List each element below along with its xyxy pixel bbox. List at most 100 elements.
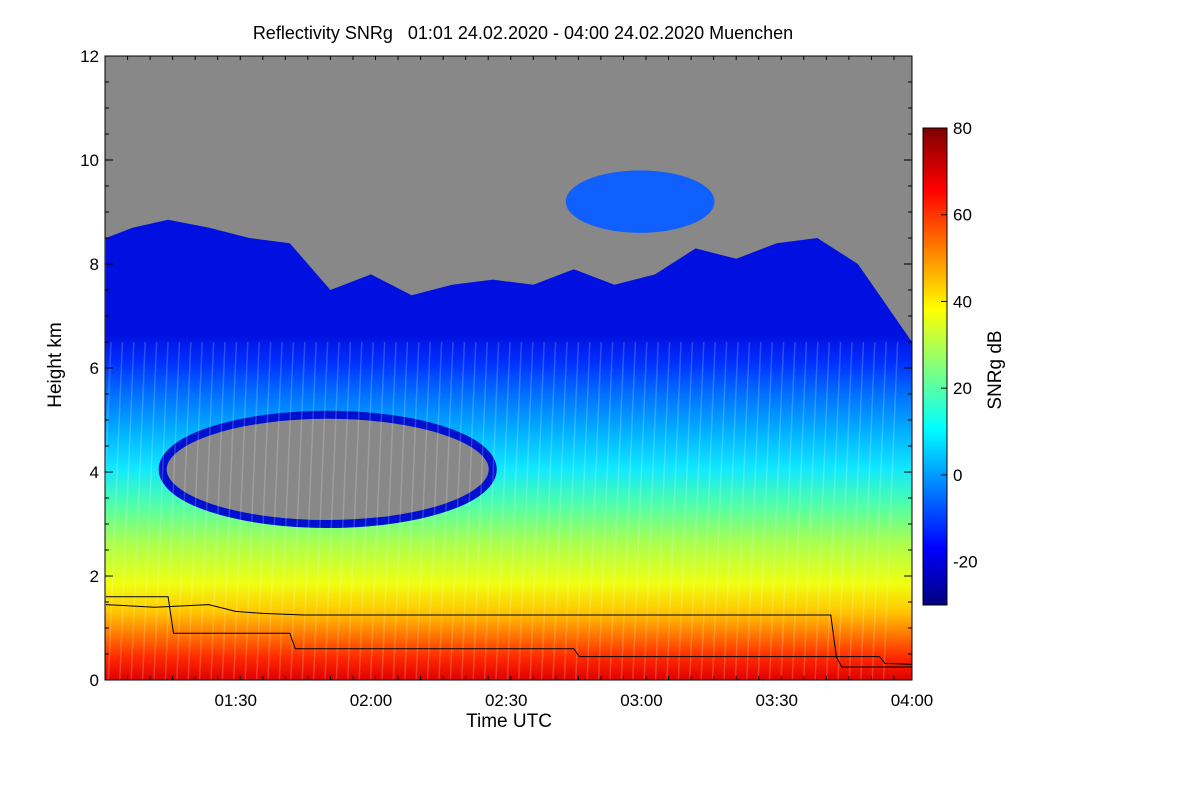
fall-streak [632, 341, 648, 680]
fall-streak [141, 341, 158, 680]
fall-streak [825, 341, 842, 680]
fall-streak [176, 341, 192, 680]
fall-streak [563, 341, 580, 680]
fall-streak [814, 341, 830, 680]
colorbar-tick-label: 60 [953, 206, 972, 225]
colorbar: -20 0 20 40 60 80 SNRg dB [922, 119, 1006, 606]
colorbar-tick-label: 40 [953, 292, 972, 311]
fall-streak [837, 341, 853, 680]
y-axis-ticks: 0 2 4 6 8 10 12 [80, 47, 912, 690]
fall-streak [700, 341, 716, 680]
y-tick-label: 2 [90, 567, 99, 586]
fall-streak [643, 341, 659, 680]
y-axis-label: Height km [45, 322, 66, 408]
fall-streak [757, 341, 773, 680]
colorbar-label: SNRg dB [985, 330, 1006, 409]
fall-streak [381, 341, 397, 680]
fall-streak [689, 341, 705, 680]
colorbar-scale [922, 127, 948, 606]
fall-streak [404, 341, 420, 680]
y-tick-label: 4 [90, 463, 99, 482]
fall-streak [723, 341, 739, 680]
plot-area [105, 56, 912, 680]
fall-streak [848, 341, 865, 680]
chart-title: Reflectivity SNRg 01:01 24.02.2020 - 04:… [253, 23, 793, 43]
fall-streak [301, 341, 317, 680]
fall-streak [107, 341, 124, 680]
fall-streak [244, 341, 260, 680]
x-tick-label: 02:30 [485, 691, 528, 710]
fall-streak [335, 341, 352, 680]
fall-streak [187, 341, 203, 680]
fall-streak [461, 341, 477, 680]
fall-streak [164, 341, 181, 680]
x-axis-ticks: 01:30 02:00 02:30 03:00 03:30 04:00 [104, 56, 934, 710]
fall-streak [255, 341, 272, 680]
fall-streak [506, 341, 523, 680]
overlay-lines [105, 596, 912, 668]
fall-streak [746, 341, 762, 680]
fall-streak [518, 341, 534, 680]
cloud-reflectivity-area [105, 219, 912, 680]
fall-streak [483, 341, 500, 680]
fall-streak [791, 341, 808, 680]
fall-streak [105, 341, 112, 505]
fall-streak [529, 341, 545, 680]
fall-streak [620, 341, 637, 680]
x-tick-label: 03:30 [755, 691, 798, 710]
fall-streak [449, 341, 466, 680]
fall-streak [153, 341, 169, 680]
fall-streak [540, 341, 557, 680]
fall-streak [609, 341, 625, 680]
y-tick-label: 10 [80, 151, 99, 170]
y-tick-label: 6 [90, 359, 99, 378]
x-tick-label: 03:00 [620, 691, 663, 710]
fall-streak [882, 341, 899, 680]
fall-streak [392, 341, 409, 680]
fall-streak [586, 341, 602, 680]
fall-streak [677, 341, 694, 680]
fall-streak [768, 341, 785, 680]
fall-streak [666, 341, 682, 680]
fall-streak [860, 341, 876, 680]
detached-upper-cloud-layer [565, 170, 715, 233]
fall-streak [871, 341, 887, 680]
fall-streak [198, 341, 215, 680]
fall-streak [654, 341, 671, 680]
x-tick-label: 01:30 [214, 691, 257, 710]
colorbar-ticks: -20 0 20 40 60 80 [941, 119, 978, 572]
y-tick-label: 8 [90, 255, 99, 274]
colorbar-tick-label: 80 [953, 119, 972, 138]
fall-streak-texture [105, 341, 899, 680]
fall-streak [358, 341, 374, 680]
fall-streak [312, 341, 329, 680]
reflectivity-gap-region [158, 410, 497, 528]
fall-streak [552, 341, 568, 680]
fall-streak [290, 341, 306, 680]
fall-streak [324, 341, 340, 680]
fall-streak [780, 341, 796, 680]
fall-streak [130, 341, 146, 680]
fall-streak [472, 341, 488, 680]
fall-streak [711, 341, 728, 680]
y-tick-label: 12 [80, 47, 99, 66]
fall-streak [415, 341, 431, 680]
overlay-line-2 [105, 596, 912, 668]
fall-streak [495, 341, 511, 680]
fall-streak [575, 341, 591, 680]
colorbar-tick-label: 20 [953, 379, 972, 398]
fall-streak [438, 341, 454, 680]
overlay-line-1 [105, 604, 912, 665]
fall-streak [210, 341, 226, 680]
fall-streak [267, 341, 283, 680]
x-tick-label: 04:00 [891, 691, 934, 710]
fall-streak [426, 341, 443, 680]
fall-streak [347, 341, 363, 680]
fall-streak [734, 341, 751, 680]
fall-streak [597, 341, 614, 680]
fall-streak [221, 341, 238, 680]
fall-streak [119, 341, 135, 680]
x-axis-label: Time UTC [466, 711, 552, 732]
